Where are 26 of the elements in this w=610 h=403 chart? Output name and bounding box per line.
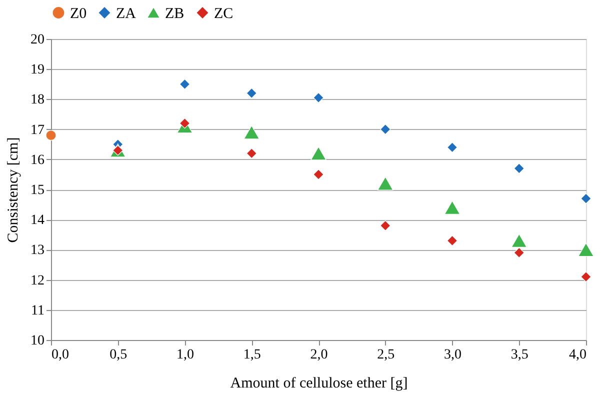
x-axis-title: Amount of cellulose ether [g]	[230, 376, 408, 392]
y-tick-label: 20	[30, 32, 44, 48]
y-tick-label: 15	[30, 183, 44, 198]
y-tick-label: 18	[30, 92, 44, 108]
legend-label: Z0	[70, 6, 87, 22]
x-tick-label: 2,0	[310, 348, 328, 362]
x-tick-label: 2,5	[377, 348, 395, 362]
x-tick-label: 3,0	[444, 348, 462, 362]
y-tick-label: 12	[30, 273, 44, 288]
x-tick-label: 0,0	[52, 348, 69, 362]
y-axis-title: Consistency [cm]	[6, 137, 22, 243]
y-tick-label: 11	[31, 303, 44, 318]
x-tick-label: 1,5	[243, 348, 261, 362]
y-tick-label: 10	[30, 334, 44, 348]
y-tick-label: 14	[30, 213, 44, 228]
x-tick-label: 1,0	[176, 348, 194, 362]
y-tick-label: 13	[30, 243, 44, 258]
x-tick-label: 3,5	[510, 348, 528, 362]
x-tick-label: 4,0	[569, 348, 586, 362]
y-tick-label: 17	[30, 122, 44, 138]
legend-label: ZC	[214, 6, 234, 22]
legend-label: ZA	[116, 6, 136, 22]
y-tick-label: 19	[30, 62, 44, 78]
legend-label: ZB	[165, 6, 184, 22]
y-tick-label: 16	[30, 152, 44, 168]
x-tick-label: 0,5	[110, 348, 128, 362]
